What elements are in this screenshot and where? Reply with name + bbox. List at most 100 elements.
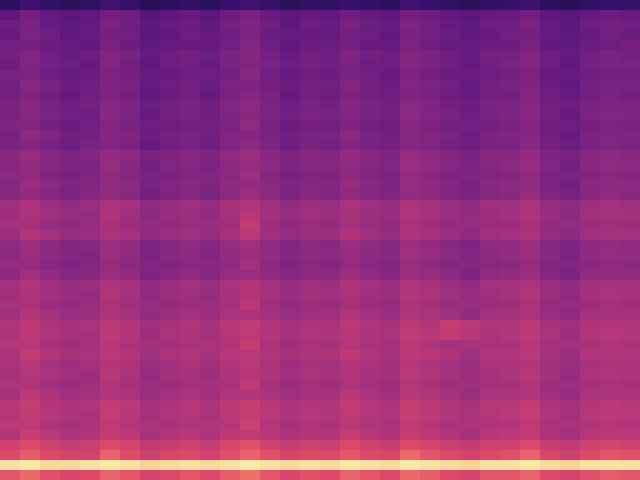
cell (460, 420, 480, 430)
cell (340, 40, 360, 50)
cell (100, 230, 120, 240)
cell (260, 300, 280, 310)
cell (400, 300, 420, 310)
cell (420, 440, 440, 450)
cell (360, 410, 380, 420)
cell (600, 440, 620, 450)
cell (620, 100, 640, 110)
cell (520, 280, 540, 290)
cell (220, 150, 240, 160)
cell (60, 30, 80, 40)
cell (80, 270, 100, 280)
cell (220, 290, 240, 300)
cell (620, 390, 640, 400)
cell (320, 460, 340, 470)
cell (500, 470, 520, 480)
cell (440, 340, 460, 350)
cell (580, 220, 600, 230)
cell (480, 280, 500, 290)
cell (420, 170, 440, 180)
cell (340, 380, 360, 390)
cell (60, 60, 80, 70)
cell (80, 40, 100, 50)
cell (120, 440, 140, 450)
cell (340, 310, 360, 320)
cell (120, 0, 140, 10)
cell (340, 430, 360, 440)
cell (140, 450, 160, 460)
cell (180, 290, 200, 300)
cell (180, 180, 200, 190)
cell (100, 210, 120, 220)
cell (440, 170, 460, 180)
cell (300, 110, 320, 120)
cell (360, 120, 380, 130)
cell (260, 10, 280, 20)
cell (440, 400, 460, 410)
cell (80, 470, 100, 480)
cell (100, 380, 120, 390)
cell (140, 320, 160, 330)
cell (620, 320, 640, 330)
cell (520, 50, 540, 60)
cell (560, 400, 580, 410)
cell (260, 80, 280, 90)
cell (500, 310, 520, 320)
cell (380, 450, 400, 460)
cell (180, 130, 200, 140)
cell (580, 360, 600, 370)
cell (160, 30, 180, 40)
cell (500, 10, 520, 20)
cell (480, 70, 500, 80)
cell (280, 90, 300, 100)
cell (160, 100, 180, 110)
cell (280, 240, 300, 250)
cell (420, 210, 440, 220)
cell (380, 30, 400, 40)
cell (240, 260, 260, 270)
cell (260, 180, 280, 190)
cell (320, 200, 340, 210)
cell (300, 130, 320, 140)
cell (420, 250, 440, 260)
cell (200, 90, 220, 100)
cell (340, 60, 360, 70)
cell (220, 170, 240, 180)
cell (40, 290, 60, 300)
cell (300, 320, 320, 330)
cell (80, 460, 100, 470)
cell (240, 410, 260, 420)
cell (620, 280, 640, 290)
cell (100, 260, 120, 270)
cell (440, 450, 460, 460)
cell (220, 390, 240, 400)
cell (380, 460, 400, 470)
cell (320, 370, 340, 380)
cell (440, 330, 460, 340)
cell (0, 100, 20, 110)
cell (340, 190, 360, 200)
cell (480, 420, 500, 430)
cell (540, 140, 560, 150)
cell (340, 270, 360, 280)
cell (440, 60, 460, 70)
cell (80, 240, 100, 250)
cell (120, 100, 140, 110)
cell (20, 360, 40, 370)
cell (20, 140, 40, 150)
cell (480, 170, 500, 180)
cell (620, 370, 640, 380)
cell (600, 250, 620, 260)
cell (380, 180, 400, 190)
cell (240, 470, 260, 480)
cell (460, 290, 480, 300)
cell (580, 0, 600, 10)
cell (120, 110, 140, 120)
cell (620, 110, 640, 120)
cell (300, 430, 320, 440)
cell (180, 300, 200, 310)
cell (380, 220, 400, 230)
cell (60, 240, 80, 250)
cell (500, 210, 520, 220)
cell (620, 430, 640, 440)
